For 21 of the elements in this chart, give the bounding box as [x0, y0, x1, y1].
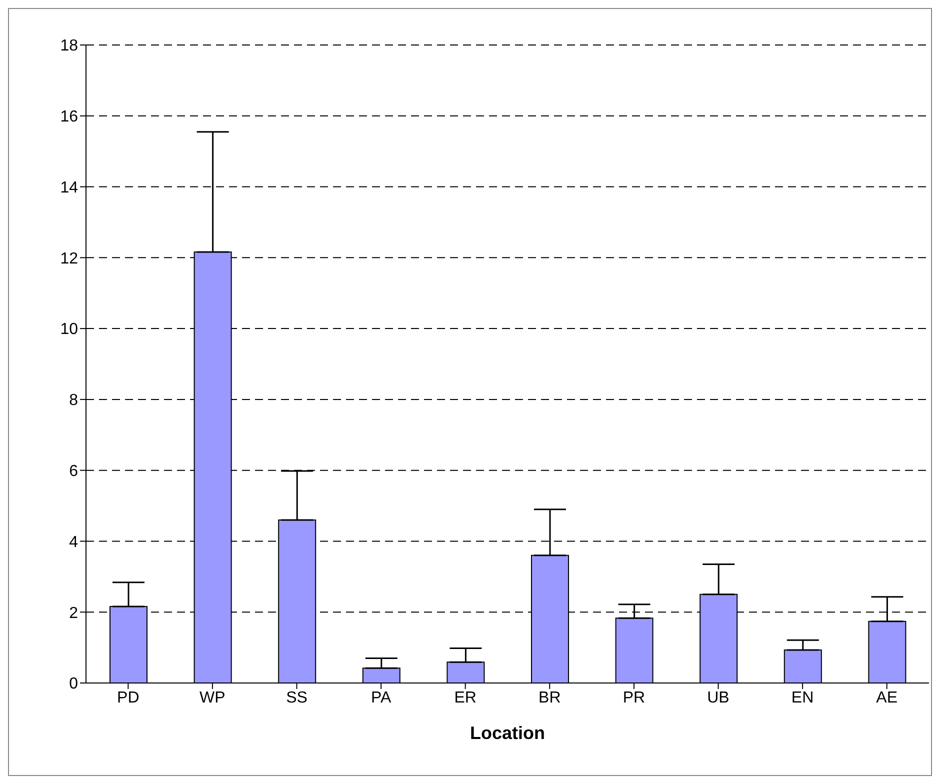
y-tick-label: 2 — [69, 604, 78, 622]
x-tick-label: EN — [791, 689, 814, 706]
x-tick-label: UB — [707, 689, 730, 706]
x-tick-label: ER — [454, 689, 476, 706]
y-tick-label: 16 — [60, 108, 78, 126]
x-tick-label: PR — [622, 689, 646, 706]
x-tick-label: BR — [538, 689, 561, 706]
x-axis-title: Location — [470, 723, 545, 743]
y-tick-label: 14 — [60, 179, 78, 196]
x-tick-label: WP — [200, 689, 226, 706]
y-tick-label: 6 — [69, 463, 78, 480]
y-tick-label: 12 — [60, 250, 78, 268]
y-tick-label: 10 — [60, 321, 78, 338]
y-tick-label: 18 — [60, 38, 78, 55]
x-tick-label: PA — [370, 689, 392, 706]
x-tick-label: PD — [117, 689, 140, 706]
y-tick-label: 0 — [69, 676, 78, 693]
x-tick-label: AE — [876, 689, 898, 706]
x-tick-label: SS — [286, 689, 308, 706]
y-tick-label: 4 — [69, 534, 78, 551]
y-tick-label: 8 — [69, 392, 78, 410]
